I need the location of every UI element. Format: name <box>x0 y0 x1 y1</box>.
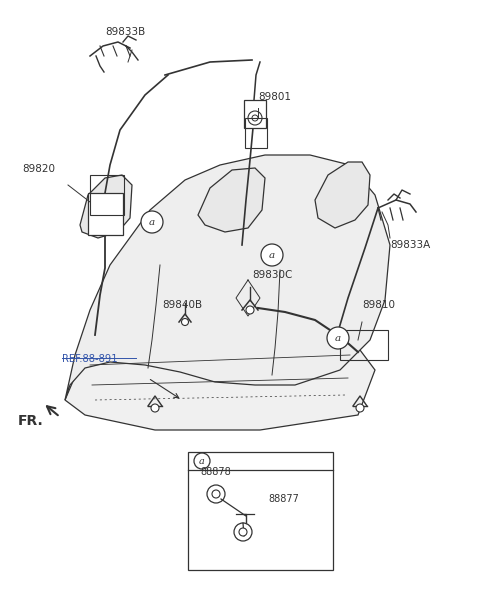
Circle shape <box>246 306 254 314</box>
Circle shape <box>194 453 210 469</box>
Circle shape <box>151 404 159 412</box>
Polygon shape <box>65 330 375 430</box>
Circle shape <box>252 115 258 121</box>
Polygon shape <box>80 175 132 238</box>
Bar <box>90 175 124 215</box>
Bar <box>188 452 333 570</box>
Circle shape <box>248 111 262 125</box>
Text: FR.: FR. <box>18 414 44 428</box>
Text: a: a <box>199 457 205 466</box>
Circle shape <box>239 528 247 536</box>
Polygon shape <box>315 162 370 228</box>
Bar <box>244 100 266 128</box>
Text: 89833B: 89833B <box>105 27 145 37</box>
Bar <box>245 118 267 148</box>
Circle shape <box>141 211 163 233</box>
Circle shape <box>207 485 225 503</box>
Text: REF.88-891: REF.88-891 <box>62 354 118 364</box>
Text: 88877: 88877 <box>268 494 299 504</box>
Text: a: a <box>269 250 275 259</box>
Circle shape <box>261 244 283 266</box>
Text: a: a <box>335 334 341 343</box>
Text: 89840B: 89840B <box>162 300 202 310</box>
Text: 89833A: 89833A <box>390 240 430 250</box>
Text: 89820: 89820 <box>22 164 55 174</box>
Text: 89810: 89810 <box>362 300 395 310</box>
Circle shape <box>356 404 364 412</box>
Circle shape <box>212 490 220 498</box>
Text: 89830C: 89830C <box>252 270 292 280</box>
Text: a: a <box>149 217 155 226</box>
Circle shape <box>327 327 349 349</box>
Polygon shape <box>198 168 265 232</box>
Text: 88878: 88878 <box>200 467 231 477</box>
Bar <box>340 330 388 360</box>
Text: 89801: 89801 <box>258 92 291 102</box>
Circle shape <box>234 523 252 541</box>
Polygon shape <box>65 155 390 400</box>
Circle shape <box>181 318 189 326</box>
Bar <box>88 193 123 235</box>
